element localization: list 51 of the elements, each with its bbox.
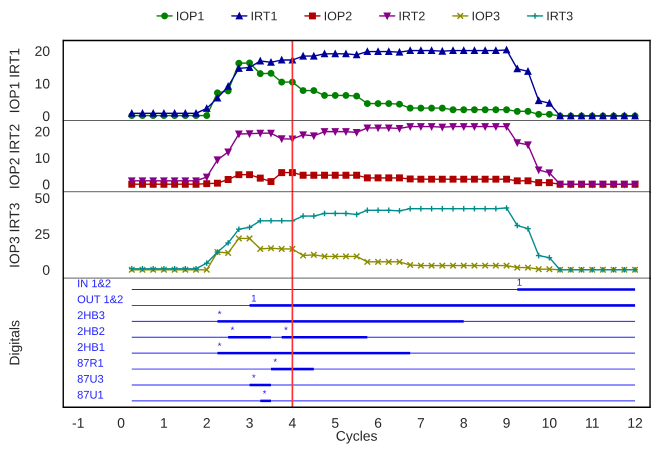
x-tick-label: 4	[288, 418, 296, 428]
y-tick-label: 0	[42, 265, 50, 275]
y-tick-label: 10	[36, 153, 50, 163]
y-tick-label: 0	[42, 111, 50, 122]
y-axis-title: Digitals	[9, 320, 22, 364]
x-tick-label: 1	[161, 418, 168, 428]
y-tick-label: 2HB2	[78, 327, 104, 335]
y-tick-label: 2HB1	[78, 343, 104, 351]
y-tick-label: 20	[35, 126, 50, 137]
annotation: *	[252, 374, 256, 378]
y-tick-label: 20	[35, 46, 50, 56]
y-tick-label: 2HB3	[78, 311, 104, 320]
x-tick-label: 12	[628, 418, 642, 428]
y-tick-label: OUT 1&2	[78, 295, 123, 304]
legend-label: IRT3	[547, 12, 573, 20]
x-tick-label: 6	[374, 418, 382, 428]
y-tick-label: 50	[35, 193, 50, 204]
legend-label: IOP2	[324, 12, 352, 20]
annotation: *	[262, 390, 266, 394]
annotation: *	[218, 310, 222, 314]
x-tick-label: 10	[542, 418, 557, 428]
legend-label: IRT1	[252, 12, 277, 20]
annotation: *	[230, 326, 234, 330]
x-tick-label: 2	[204, 418, 210, 428]
x-tick-label: 7	[418, 418, 424, 428]
y-tick-label: 87R1	[78, 359, 104, 367]
x-tick-label: 3	[246, 418, 253, 428]
x-tick-label: 11	[586, 418, 599, 428]
legend-label: IOP3	[472, 12, 500, 20]
x-tick-label: 9	[503, 418, 510, 428]
y-tick-label: 87U1	[78, 390, 104, 399]
x-axis-title: Cycles	[336, 430, 377, 444]
y-axis-title: IOP1 IRT1	[10, 48, 20, 112]
x-tick-label: 5	[332, 418, 339, 428]
annotation: *	[274, 358, 278, 362]
y-tick-label: 87U3	[78, 374, 104, 383]
legend-label: IRT2	[400, 12, 425, 20]
x-tick-label: -1	[72, 418, 84, 428]
y-tick-label: 0	[42, 180, 50, 190]
legend-label: IOP1	[176, 12, 204, 20]
annotation: *	[284, 326, 288, 330]
y-axis-title: IOP3 IRT3	[10, 203, 20, 267]
y-axis-title: IOP2 IRT2	[10, 124, 20, 188]
x-tick-label: 0	[118, 418, 124, 428]
annotation: 1	[252, 294, 256, 302]
y-tick-label: 25	[35, 229, 50, 240]
annotation: *	[218, 342, 222, 346]
y-tick-label: IN 1&2	[78, 279, 111, 288]
annotation: 1	[517, 278, 522, 286]
x-tick-label: 8	[460, 418, 467, 428]
y-tick-label: 10	[36, 78, 50, 89]
